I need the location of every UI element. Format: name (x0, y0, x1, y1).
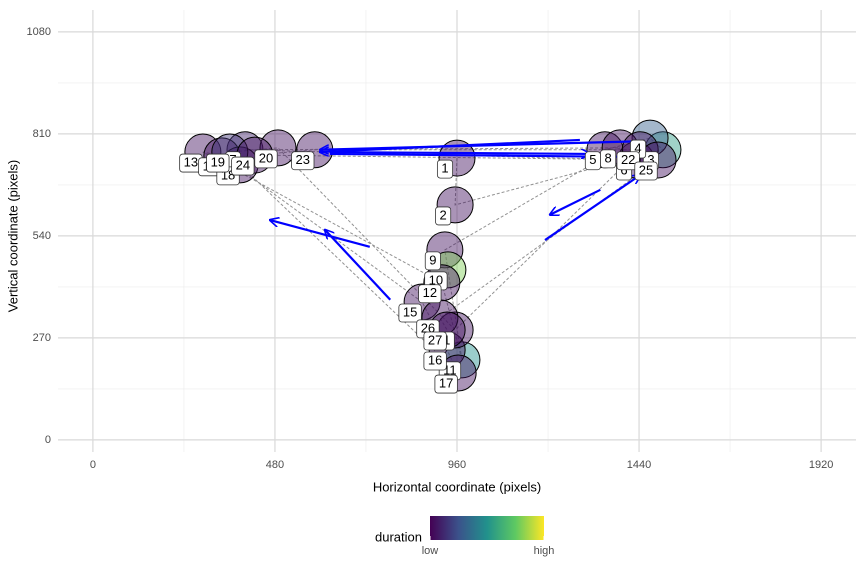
fixation-label-text: 2 (439, 207, 446, 222)
fixation-label-box (616, 151, 640, 171)
fixation-label-box (418, 284, 442, 304)
fixation-label: 22 (616, 151, 640, 171)
fixation-label-text: 9 (429, 252, 436, 267)
fixation-label-text: 12 (423, 285, 437, 300)
fixation-label-text: 3 (647, 152, 654, 167)
fixation-label-text: 24 (236, 158, 250, 173)
fixation-label-box (434, 374, 458, 394)
saccade-arrow (270, 220, 371, 248)
fixation-label-box (206, 153, 230, 173)
fixation-label-text: 15 (403, 304, 417, 319)
fixation-label: 19 (206, 153, 230, 173)
fixation-label: 17 (434, 374, 458, 394)
fixation-label: 12 (418, 284, 442, 304)
fixation-label-box (398, 303, 422, 323)
fixation-label-text: 1 (441, 161, 448, 176)
fixation-label-text: 13 (184, 154, 198, 169)
fixation-label-box (600, 149, 617, 169)
fixation-label: 20 (254, 149, 278, 169)
saccade-arrow (320, 140, 632, 149)
x-axis-title: Horizontal coordinate (pixels) (373, 479, 541, 494)
fixation-label-box (291, 151, 315, 171)
fixation-label: 25 (634, 161, 658, 181)
colorbar (430, 516, 544, 540)
fixation-label: 24 (231, 156, 255, 176)
colorbar-label: low (422, 545, 439, 557)
y-tick-label: 1080 (27, 26, 51, 38)
fixation-label-box (254, 149, 278, 169)
y-tick-label: 540 (33, 230, 51, 242)
saccade-arrow (329, 152, 590, 154)
fixation-label: 27 (423, 331, 447, 351)
y-axis-title: Vertical coordinate (pixels) (5, 160, 20, 312)
fixation-label-text: 20 (259, 150, 273, 165)
x-tick-label: 480 (266, 459, 284, 471)
fixation-label: 16 (423, 351, 447, 371)
fixation-label-text: 4 (634, 141, 641, 156)
fixation-label: 1 (436, 159, 454, 179)
fixation-label-text: 23 (296, 152, 310, 167)
fixation-label: 5 (584, 151, 601, 171)
fixation-label-box (231, 156, 255, 176)
fixation-label-text: 5 (589, 152, 596, 167)
fixation-label: 23 (291, 151, 315, 171)
fixation-label-text: 10 (429, 272, 443, 287)
fixation-label-text: 22 (621, 152, 635, 167)
x-tick-label: 0 (90, 459, 96, 471)
y-tick-label: 270 (33, 332, 51, 344)
fixation-label: 2 (435, 206, 452, 226)
y-tick-label: 810 (33, 128, 51, 140)
fixation-label-text: 19 (211, 154, 225, 169)
fixation-label-box (423, 351, 447, 371)
fixation-label-text: 17 (439, 375, 453, 390)
fixation-label: 9 (424, 251, 441, 271)
saccade-arrow (325, 230, 392, 301)
fixation-label-box (423, 331, 447, 351)
fixation-label: 8 (600, 149, 617, 169)
fixation-label-box (435, 206, 452, 226)
fixation-label-box (634, 161, 658, 181)
fixation-label-box (424, 251, 441, 271)
fixation-label-text: 25 (639, 162, 653, 177)
fixation-label-text: 16 (428, 352, 442, 367)
saccade-arrow (544, 175, 640, 241)
fixation-label: 15 (398, 303, 422, 323)
x-tick-label: 1920 (809, 459, 833, 471)
x-tick-label: 960 (448, 459, 466, 471)
saccade-arrow (550, 188, 601, 215)
fixation-label-text: 27 (428, 332, 442, 347)
x-tick-label: 1440 (627, 459, 651, 471)
fixation-label-text: 8 (604, 150, 611, 165)
fixation-label-box (436, 159, 454, 179)
y-tick-label: 0 (45, 434, 51, 446)
colorbar-label: high (534, 545, 555, 557)
fixation-label-text: 26 (421, 320, 435, 335)
colorbar-title: duration (375, 529, 422, 544)
